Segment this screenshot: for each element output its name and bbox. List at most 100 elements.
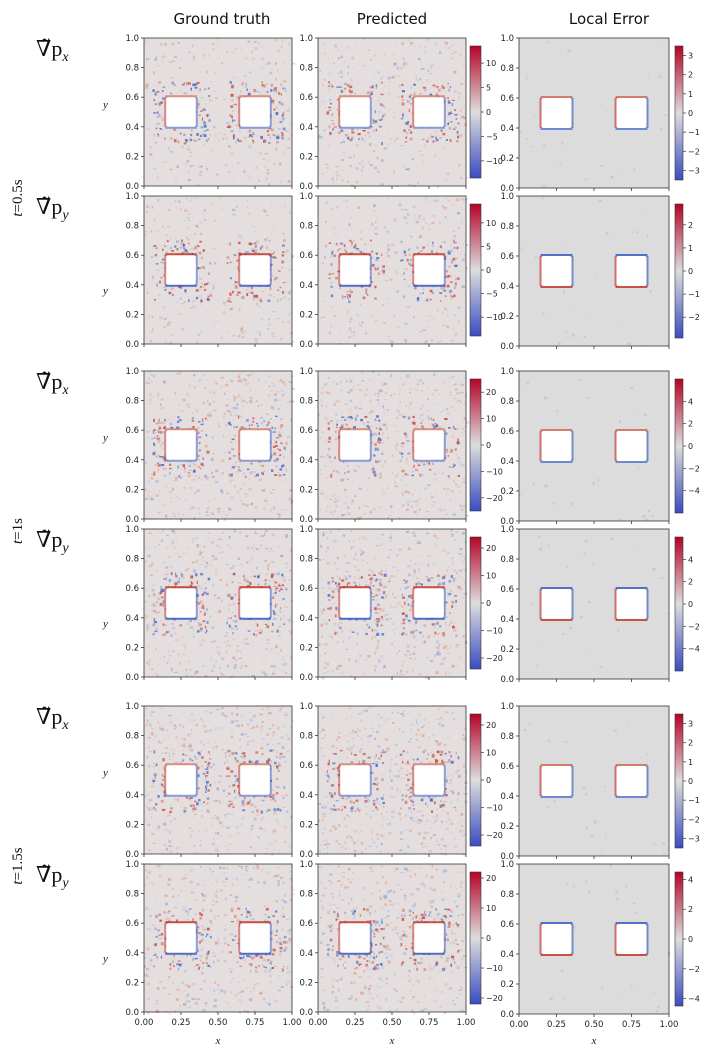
field-speckle [279, 707, 282, 710]
obstacle-speckle [328, 436, 331, 440]
field-speckle [419, 416, 421, 419]
field-speckle [433, 374, 437, 378]
field-speckle [155, 55, 158, 59]
field-speckle [329, 530, 332, 534]
field-speckle [282, 656, 285, 658]
field-speckle [348, 156, 353, 159]
field-speckle [183, 644, 186, 647]
y-tick-label: 0.2 [500, 487, 514, 497]
obstacle-speckle [410, 631, 412, 634]
field-speckle [242, 399, 246, 402]
field-speckle [396, 409, 400, 411]
field-speckle [218, 800, 221, 804]
field-speckle [321, 612, 324, 615]
field-speckle [268, 318, 270, 321]
obstacle-activity-layer [539, 587, 649, 621]
field-speckle [394, 45, 398, 47]
obstacle-speckle [412, 415, 415, 419]
obstacle-speckle [445, 432, 448, 435]
field-speckle [289, 656, 293, 659]
obstacle-speckle [196, 296, 199, 299]
field-speckle [232, 611, 234, 613]
field-speckle [285, 478, 287, 482]
obstacle-speckle [447, 122, 449, 126]
colorbar-tick-label: 5 [486, 242, 491, 251]
colorbar-tick-label: 10 [486, 415, 496, 424]
field-speckle [290, 207, 292, 210]
field-speckle [199, 379, 201, 382]
obstacle-speckle [239, 140, 242, 142]
field-speckle [215, 38, 219, 40]
field-speckle [196, 545, 199, 549]
field-speckle [426, 656, 429, 659]
obstacle-speckle [448, 579, 452, 583]
field-speckle [195, 39, 197, 41]
field-speckle [370, 426, 374, 428]
y-tick-label: 1.0 [299, 34, 313, 44]
field-speckle [394, 270, 397, 272]
field-speckle [451, 57, 453, 60]
field-speckle [291, 341, 295, 343]
row-label: ∇̃px [36, 36, 69, 65]
field-speckle [285, 533, 289, 537]
field-speckle [273, 408, 276, 411]
field-speckle [180, 814, 182, 818]
field-speckle [585, 651, 588, 654]
colorbar-tick-label: −1 [688, 290, 700, 299]
field-speckle [449, 550, 451, 552]
field-speckle [222, 511, 225, 513]
field-speckle [171, 623, 174, 625]
obstacle-edge-bottom [239, 459, 271, 462]
obstacle-speckle [364, 416, 368, 418]
field-speckle [263, 380, 267, 383]
obstacle-speckle [421, 138, 425, 141]
obstacle-speckle [347, 297, 350, 300]
field-speckle [352, 557, 356, 560]
obstacle-speckle [191, 416, 194, 420]
obstacle-speckle [328, 277, 331, 280]
obstacle-speckle [443, 574, 446, 578]
field-speckle [181, 410, 184, 413]
field-speckle [384, 53, 386, 56]
field-speckle [146, 205, 150, 208]
obstacle-speckle [404, 473, 407, 476]
colorbar-tick-label: 2 [688, 221, 693, 230]
field-speckle [326, 454, 329, 456]
field-speckle [336, 175, 339, 177]
field-speckle [547, 41, 550, 44]
field-speckle [383, 412, 386, 414]
field-speckle [209, 99, 213, 102]
field-speckle [326, 391, 331, 395]
field-speckle [278, 633, 282, 636]
obstacle-activity-layer [152, 81, 286, 145]
obstacle-edge-right [646, 256, 649, 286]
y-tick-label: 0.0 [299, 340, 313, 350]
field-speckle [242, 74, 245, 78]
field-speckle [211, 512, 214, 516]
field-speckle [397, 326, 400, 329]
field-speckle [248, 376, 249, 378]
field-speckle [605, 232, 609, 235]
obstacle-speckle [230, 441, 232, 444]
obstacle-speckle [275, 445, 278, 447]
obstacle-edge-top [413, 253, 445, 256]
field-speckle [182, 286, 184, 288]
field-speckle [383, 665, 386, 668]
obstacle-speckle [380, 81, 383, 84]
field-speckle [384, 279, 388, 282]
obstacle-speckle [275, 587, 279, 589]
field-speckle [397, 569, 399, 572]
field-speckle [222, 531, 224, 534]
obstacle-speckle [408, 95, 411, 98]
field-speckle [225, 404, 229, 407]
field-speckle [396, 271, 398, 275]
field-speckle [459, 391, 462, 395]
field-speckle [210, 641, 213, 643]
field-speckle [247, 382, 251, 385]
obstacle-speckle [406, 132, 408, 135]
field-speckle [150, 574, 153, 576]
field-speckle [387, 336, 390, 338]
field-speckle [552, 502, 555, 505]
field-speckle [155, 455, 158, 458]
colorbar-tick-label: 2 [688, 71, 693, 80]
